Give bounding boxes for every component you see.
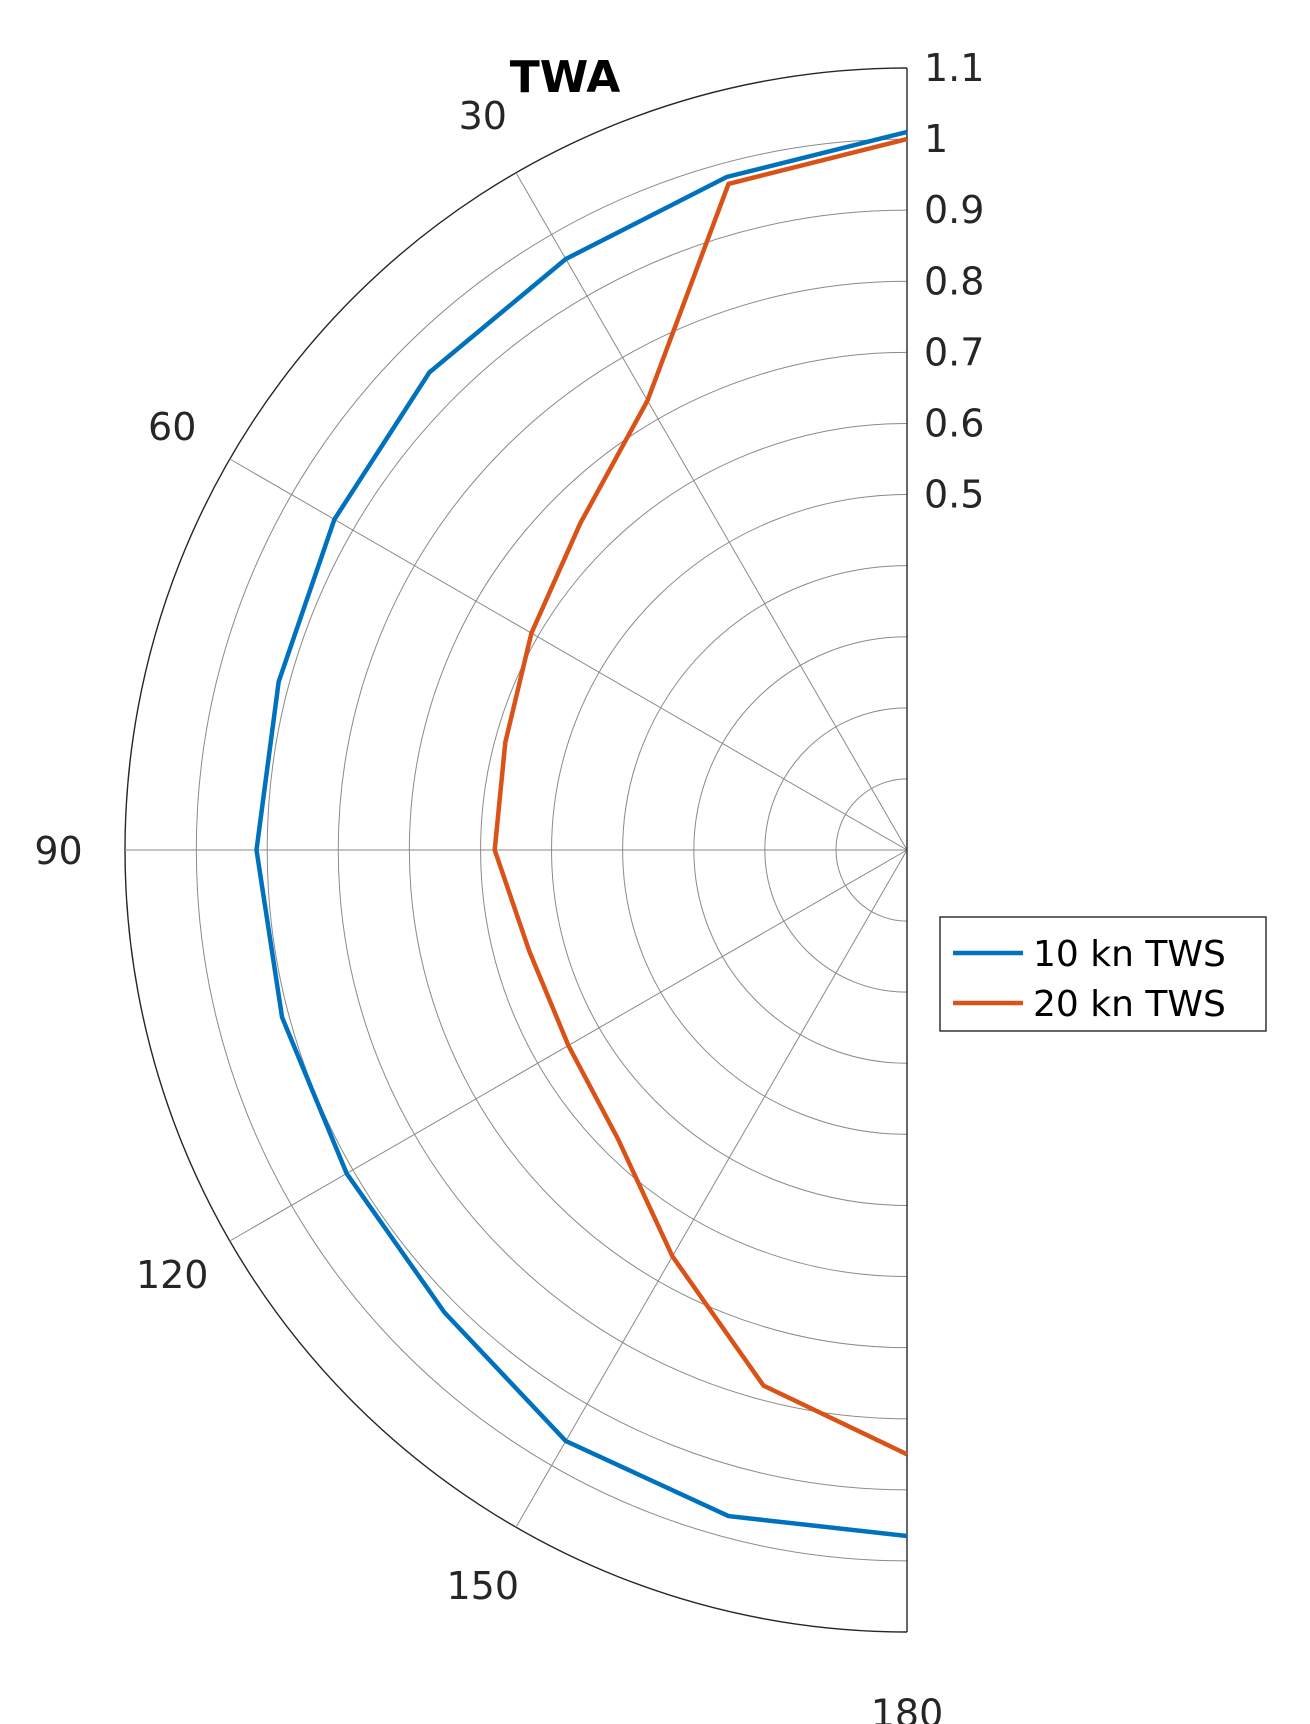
tick-labels: 0 30 60 90 120 150 180 0.5 0.6 0.7 0.8 0.9 1 1.1 (34, 0, 984, 1724)
r-tick-label-0_8: 0.8 (924, 259, 984, 303)
r-tick-label-0_5: 0.5 (924, 473, 984, 517)
spoke-60 (229, 458, 908, 851)
legend-label-10kn: 10 kn TWS (1033, 934, 1226, 975)
legend-box (939, 916, 1267, 1032)
r-tick-label-1: 1 (924, 117, 948, 161)
theta-tick-label-150: 150 (446, 1564, 519, 1608)
series-line-20-kn-tws (492, 136, 908, 1457)
series-line-10-kn-tws (254, 129, 908, 1539)
r-tick-label-0_9: 0.9 (924, 188, 984, 232)
theta-tick-label-90: 90 (34, 829, 82, 873)
legend: 10 kn TWS 20 kn TWS (939, 916, 1267, 1032)
theta-tick-label-180: 180 (871, 1691, 944, 1724)
series-layer (254, 129, 908, 1539)
chart-title: TWA (510, 52, 621, 103)
legend-label-20kn: 20 kn TWS (1033, 984, 1226, 1025)
theta-tick-label-30: 30 (459, 94, 507, 138)
r-tick-label-0_6: 0.6 (924, 401, 984, 445)
r-tick-label-1_1: 1.1 (924, 46, 984, 90)
spoke-30 (515, 172, 908, 851)
theta-tick-label-60: 60 (148, 405, 196, 449)
theta-tick-label-0: 0 (895, 0, 919, 9)
theta-tick-label-120: 120 (136, 1253, 209, 1297)
r-tick-label-0_7: 0.7 (924, 330, 984, 374)
spoke-150 (515, 849, 908, 1528)
